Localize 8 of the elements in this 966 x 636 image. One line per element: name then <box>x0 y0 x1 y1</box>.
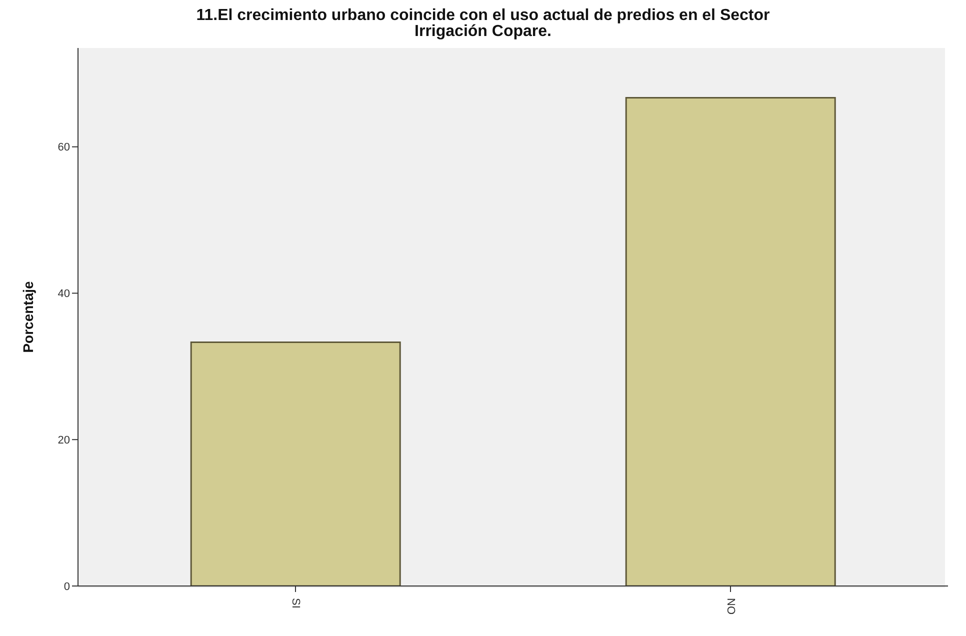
chart-title: 11.El crecimiento urbano coincide con el uso actual de predios en el Sector Irrigación Copare. <box>195 7 771 40</box>
x-tick-label: SI <box>290 598 302 608</box>
y-tick-label: 60 <box>58 142 70 154</box>
y-tick-label: 0 <box>64 580 70 593</box>
x-tick-label: NO <box>724 598 736 615</box>
y-tick-label: 40 <box>58 288 70 300</box>
y-tick-label: 20 <box>58 434 70 447</box>
y-axis-title: Porcentaje <box>20 280 36 353</box>
